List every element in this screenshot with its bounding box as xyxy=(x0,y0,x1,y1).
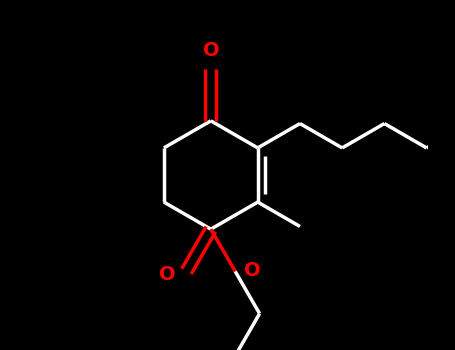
Text: O: O xyxy=(244,261,261,280)
Text: O: O xyxy=(202,41,219,60)
Text: O: O xyxy=(159,265,176,284)
